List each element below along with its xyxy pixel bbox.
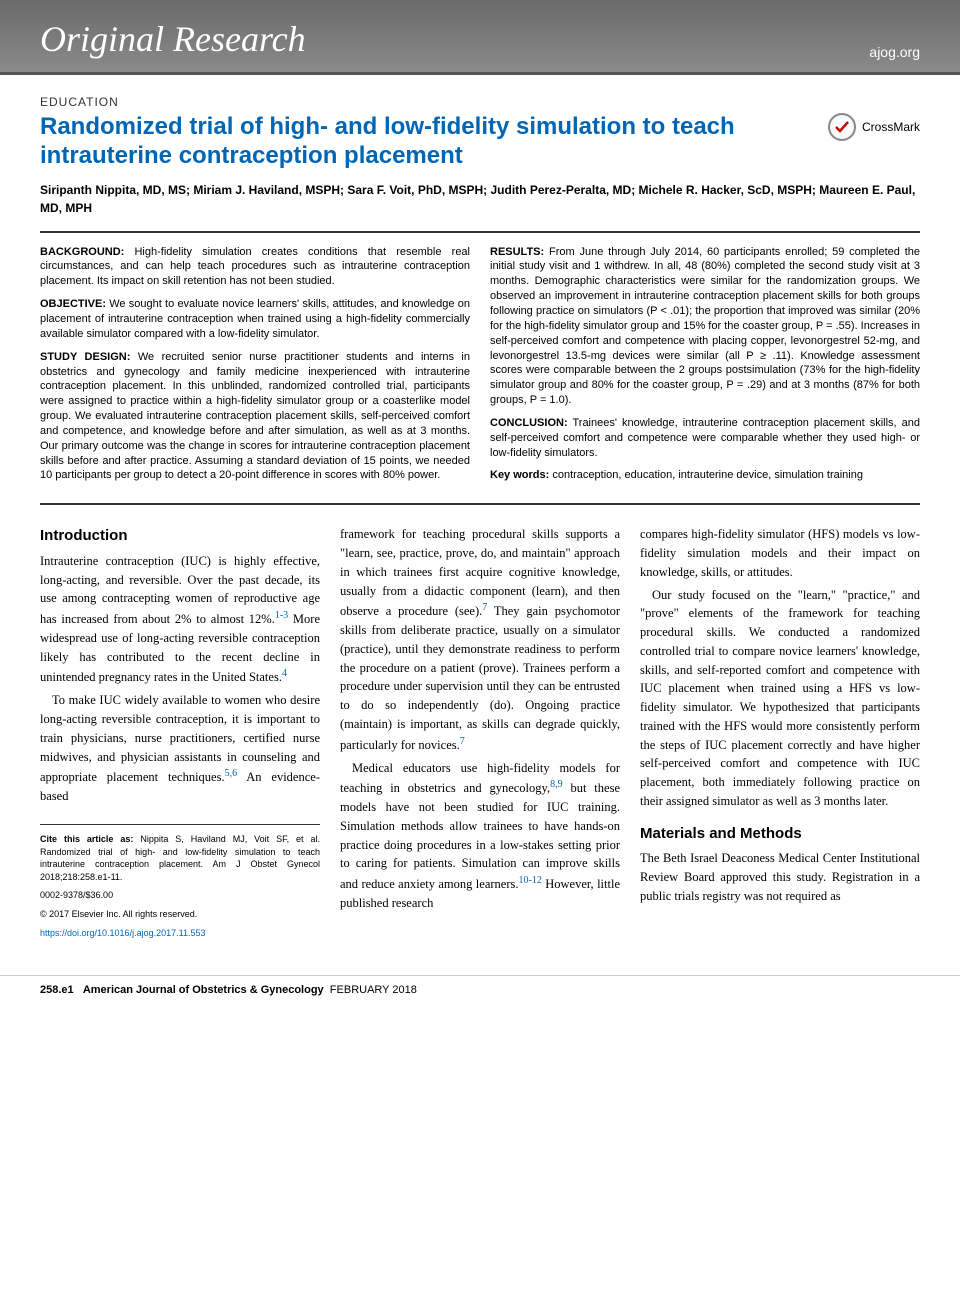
keywords-label: Key words:: [490, 469, 549, 481]
site-url[interactable]: ajog.org: [869, 44, 920, 60]
conclusion-label: CONCLUSION:: [490, 417, 568, 429]
section-title: Original Research: [40, 18, 306, 60]
article-title: Randomized trial of high- and low-fideli…: [40, 113, 740, 171]
body-col-1: Introduction Intrauterine contraception …: [40, 525, 320, 945]
methods-p1: The Beth Israel Deaconess Medical Center…: [640, 849, 920, 905]
ref-link-10-12[interactable]: 10-12: [518, 875, 541, 886]
title-row: Randomized trial of high- and low-fideli…: [40, 113, 920, 181]
results-label: RESULTS:: [490, 246, 544, 258]
cite-label: Cite this article as:: [40, 834, 133, 844]
article-content: EDUCATION Randomized trial of high- and …: [0, 75, 960, 975]
crossmark-icon: [828, 113, 856, 141]
crossmark-widget[interactable]: CrossMark: [828, 113, 920, 141]
design-label: STUDY DESIGN:: [40, 351, 130, 363]
citation-box: Cite this article as: Nippita S, Havilan…: [40, 824, 320, 939]
article-category: EDUCATION: [40, 95, 920, 109]
body-columns: Introduction Intrauterine contraception …: [40, 525, 920, 945]
col3-p1: compares high-fidelity simulator (HFS) m…: [640, 525, 920, 581]
ref-link-8-9[interactable]: 8,9: [550, 779, 563, 790]
results-text: From June through July 2014, 60 particip…: [490, 246, 920, 406]
col2-p2b: but these models have not been studied f…: [340, 781, 620, 891]
issue-date: FEBRUARY 2018: [330, 984, 417, 996]
abstract-col-right: RESULTS: From June through July 2014, 60…: [490, 245, 920, 492]
author-list: Siripanth Nippita, MD, MS; Miriam J. Hav…: [40, 181, 920, 217]
keywords-text: contraception, education, intrauterine d…: [549, 469, 863, 481]
background-label: BACKGROUND:: [40, 246, 124, 258]
journal-header: Original Research ajog.org: [0, 0, 960, 75]
design-text: We recruited senior nurse practitioner s…: [40, 351, 470, 482]
col3-p2: Our study focused on the "learn," "pract…: [640, 586, 920, 811]
body-col-3: compares high-fidelity simulator (HFS) m…: [640, 525, 920, 945]
ref-link-5-6[interactable]: 5,6: [225, 768, 238, 779]
ref-link-7b[interactable]: 7: [460, 736, 465, 747]
abstract-col-left: BACKGROUND: High-fidelity simulation cre…: [40, 245, 470, 492]
doi-link[interactable]: https://doi.org/10.1016/j.ajog.2017.11.5…: [40, 928, 205, 938]
ref-link-1-3[interactable]: 1-3: [275, 610, 288, 621]
issn-text: 0002-9378/$36.00: [40, 889, 320, 902]
ref-link-4[interactable]: 4: [282, 668, 287, 679]
journal-name: American Journal of Obstetrics & Gynecol…: [83, 984, 324, 996]
objective-label: OBJECTIVE:: [40, 298, 106, 310]
methods-heading: Materials and Methods: [640, 823, 920, 846]
page-number: 258.e1: [40, 984, 74, 996]
crossmark-label: CrossMark: [862, 120, 920, 134]
col2-p1b: They gain psychomotor skills from delibe…: [340, 604, 620, 751]
page-footer: 258.e1 American Journal of Obstetrics & …: [0, 975, 960, 1004]
copyright-text: © 2017 Elsevier Inc. All rights reserved…: [40, 908, 320, 921]
body-col-2: framework for teaching procedural skills…: [340, 525, 620, 945]
introduction-heading: Introduction: [40, 525, 320, 548]
abstract-box: BACKGROUND: High-fidelity simulation cre…: [40, 231, 920, 506]
